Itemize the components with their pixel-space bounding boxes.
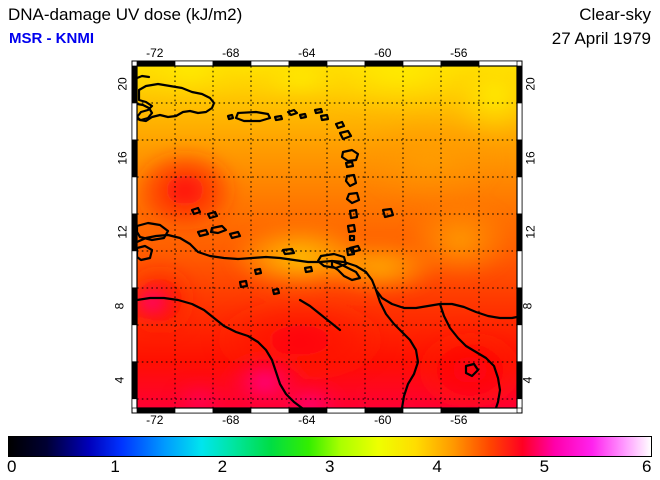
x-tick-top--56: -56 xyxy=(450,46,468,60)
x-tick-top--64: -64 xyxy=(298,46,316,60)
y-tick-left-20: 20 xyxy=(115,77,130,92)
date-label: 27 April 1979 xyxy=(551,29,651,48)
page-title: DNA-damage UV dose (kJ/m2) xyxy=(8,5,243,24)
y-tick-left-8: 8 xyxy=(112,302,127,310)
x-tick-bottom--68: -68 xyxy=(222,413,240,427)
y-tick-left-4: 4 xyxy=(112,376,127,384)
sky-condition: Clear-sky xyxy=(579,5,651,24)
source-subtitle: MSR - KNMI xyxy=(9,30,94,47)
y-tick-right-16: 16 xyxy=(523,151,538,166)
x-tick-top--72: -72 xyxy=(146,46,164,60)
x-tick-top--60: -60 xyxy=(374,46,392,60)
colorbar-tick-labels: 0 1 2 3 4 5 6 xyxy=(0,458,660,480)
x-tick-bottom--60: -60 xyxy=(374,413,392,427)
y-tick-right-20: 20 xyxy=(523,77,538,92)
colorbar-tick-1: 1 xyxy=(110,457,120,476)
colorbar-tick-0: 0 xyxy=(7,457,17,476)
x-tick-top--68: -68 xyxy=(222,46,240,60)
colorbar xyxy=(8,436,652,457)
y-tick-right-8: 8 xyxy=(520,302,535,310)
y-tick-right-4: 4 xyxy=(520,376,535,384)
colorbar-tick-4: 4 xyxy=(432,457,442,476)
y-tick-left-16: 16 xyxy=(115,151,130,166)
colorbar-tick-3: 3 xyxy=(325,457,335,476)
y-tick-left-12: 12 xyxy=(115,225,130,240)
x-tick-bottom--56: -56 xyxy=(450,413,468,427)
colorbar-tick-6: 6 xyxy=(642,457,652,476)
map-frame xyxy=(131,60,523,414)
colorbar-tick-2: 2 xyxy=(217,457,228,476)
y-tick-right-12: 12 xyxy=(523,225,538,240)
graticule xyxy=(137,66,517,408)
x-tick-bottom--72: -72 xyxy=(146,413,164,427)
colorbar-tick-5: 5 xyxy=(539,457,550,476)
x-tick-bottom--64: -64 xyxy=(298,413,316,427)
coastlines xyxy=(137,74,517,408)
